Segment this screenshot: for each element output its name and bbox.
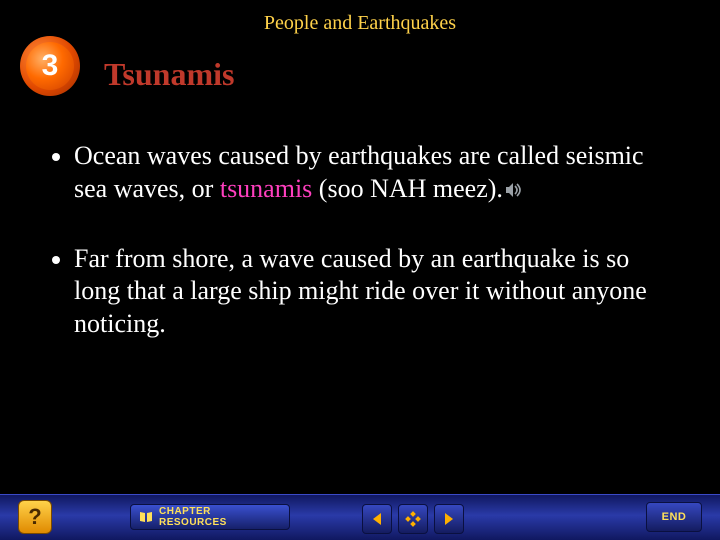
bullet-item: Far from shore, a wave caused by an eart… xyxy=(74,243,674,341)
book-icon xyxy=(139,510,153,524)
section-number: 3 xyxy=(42,49,59,83)
speaker-icon[interactable] xyxy=(505,174,523,207)
section-badge: 3 xyxy=(20,36,80,96)
highlight-term: tsunamis xyxy=(220,174,312,203)
nav-prev-button[interactable] xyxy=(362,504,392,534)
triangle-right-icon xyxy=(442,512,456,526)
nav-cluster xyxy=(362,504,464,534)
chapter-title: People and Earthquakes xyxy=(0,12,720,35)
bullet-list: Ocean waves caused by earthquakes are ca… xyxy=(46,140,674,376)
bullet-item: Ocean waves caused by earthquakes are ca… xyxy=(74,140,674,207)
diamond-grid-icon xyxy=(405,511,421,527)
help-button[interactable]: ? xyxy=(18,500,52,534)
resources-label: CHAPTER RESOURCES xyxy=(159,506,281,528)
nav-next-button[interactable] xyxy=(434,504,464,534)
triangle-left-icon xyxy=(370,512,384,526)
bullet-text: Far from shore, a wave caused by an eart… xyxy=(74,244,647,338)
help-icon-label: ? xyxy=(28,504,41,530)
nav-contents-button[interactable] xyxy=(398,504,428,534)
chapter-resources-button[interactable]: CHAPTER RESOURCES xyxy=(130,504,290,530)
slide-title: Tsunamis xyxy=(104,56,234,93)
end-label: END xyxy=(662,511,687,523)
footer-bar: ? CHAPTER RESOURCES xyxy=(0,494,720,540)
bullet-text: (soo NAH meez). xyxy=(312,174,503,203)
badge-inner-circle: 3 xyxy=(26,42,74,90)
end-button[interactable]: END xyxy=(646,502,702,532)
